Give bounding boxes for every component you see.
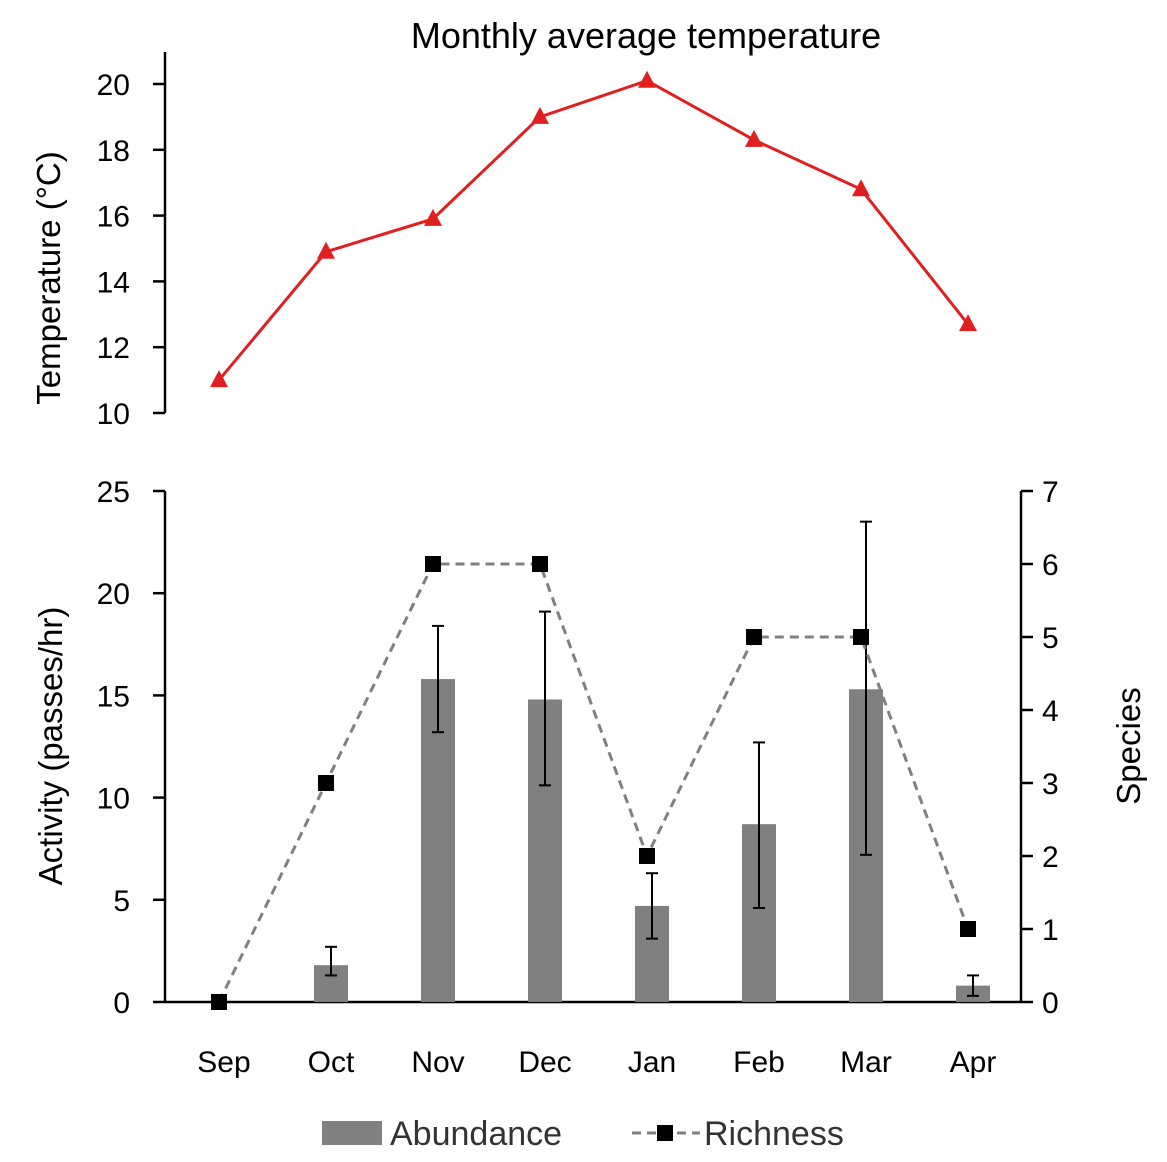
temperature-line bbox=[217, 79, 970, 382]
activity-y-ticks: 0 5 10 15 20 25 bbox=[97, 476, 165, 1020]
richness-square-marker bbox=[318, 775, 334, 791]
legend: Abundance Richness bbox=[322, 1115, 844, 1153]
richness-line bbox=[217, 562, 970, 1003]
month-tick-label: Sep bbox=[197, 1046, 250, 1079]
month-tick-label: Apr bbox=[950, 1046, 997, 1079]
month-tick-label: Mar bbox=[840, 1046, 892, 1079]
temperature-triangle-marker bbox=[638, 70, 656, 88]
richness-square-marker bbox=[853, 629, 869, 645]
temperature-triangle-marker bbox=[852, 179, 870, 197]
temperature-y-axis-title: Temperature (°C) bbox=[30, 151, 67, 404]
month-x-tick-labels: Sep Oct Nov Dec Jan Feb Mar Apr bbox=[197, 1046, 996, 1079]
legend-abundance-label: Abundance bbox=[390, 1115, 562, 1153]
temperature-y-tick-label: 18 bbox=[97, 135, 130, 168]
temperature-chart: Monthly average temperature 10 12 14 16 18 20… bbox=[30, 15, 977, 431]
species-y-tick-label: 3 bbox=[1042, 768, 1059, 801]
abundance-error-bars bbox=[325, 520, 979, 997]
activity-y-tick-label: 20 bbox=[97, 578, 130, 611]
temperature-y-ticks: 10 12 14 16 18 20 bbox=[97, 69, 165, 431]
temperature-triangle-marker bbox=[317, 241, 335, 259]
temperature-triangle-marker bbox=[745, 129, 763, 147]
richness-square-marker bbox=[960, 921, 976, 937]
species-y-ticks: 0 1 2 3 4 5 6 7 bbox=[1021, 476, 1059, 1020]
temperature-y-tick-label: 10 bbox=[97, 398, 130, 431]
month-tick-label: Nov bbox=[411, 1046, 464, 1079]
richness-square-marker bbox=[425, 556, 441, 572]
activity-y-tick-label: 5 bbox=[113, 885, 130, 918]
temperature-y-tick-label: 16 bbox=[97, 201, 130, 234]
temperature-triangle-marker bbox=[959, 314, 977, 332]
activity-y-axis-title: Activity (passes/hr) bbox=[32, 607, 69, 886]
richness-square-marker bbox=[532, 556, 548, 572]
legend-richness-label: Richness bbox=[704, 1115, 844, 1153]
species-y-axis-title: Species bbox=[1110, 687, 1147, 804]
legend-abundance-swatch bbox=[322, 1121, 382, 1145]
chart-title: Monthly average temperature bbox=[411, 15, 881, 56]
month-tick-label: Feb bbox=[733, 1046, 785, 1079]
temperature-triangle-marker bbox=[424, 208, 442, 226]
richness-series bbox=[211, 556, 976, 1010]
temperature-y-tick-label: 14 bbox=[97, 266, 130, 299]
month-tick-label: Dec bbox=[518, 1046, 571, 1079]
abundance-bars bbox=[314, 679, 990, 1002]
temperature-triangle-marker bbox=[531, 106, 549, 124]
richness-square-marker bbox=[639, 848, 655, 864]
temperature-y-tick-label: 20 bbox=[97, 69, 130, 102]
species-y-tick-label: 6 bbox=[1042, 549, 1059, 582]
temperature-series bbox=[210, 70, 977, 388]
month-tick-label: Jan bbox=[628, 1046, 676, 1079]
species-y-tick-label: 5 bbox=[1042, 622, 1059, 655]
species-y-tick-label: 4 bbox=[1042, 695, 1059, 728]
activity-y-tick-label: 15 bbox=[97, 680, 130, 713]
activity-chart: 0 5 10 15 20 25 0 1 2 3 4 5 6 7 Activity (passes/hr)… bbox=[32, 476, 1147, 1079]
activity-y-tick-label: 0 bbox=[113, 987, 130, 1020]
activity-y-tick-label: 25 bbox=[97, 476, 130, 509]
month-tick-label: Oct bbox=[308, 1046, 355, 1079]
richness-square-marker bbox=[211, 994, 227, 1010]
species-y-tick-label: 0 bbox=[1042, 987, 1059, 1020]
legend-richness-marker bbox=[657, 1125, 673, 1141]
species-y-tick-label: 2 bbox=[1042, 841, 1059, 874]
richness-square-marker bbox=[746, 629, 762, 645]
species-y-tick-label: 7 bbox=[1042, 476, 1059, 509]
temperature-triangle-marker bbox=[210, 370, 228, 388]
species-y-tick-label: 1 bbox=[1042, 914, 1059, 947]
temperature-y-tick-label: 12 bbox=[97, 332, 130, 365]
activity-y-tick-label: 10 bbox=[97, 783, 130, 816]
